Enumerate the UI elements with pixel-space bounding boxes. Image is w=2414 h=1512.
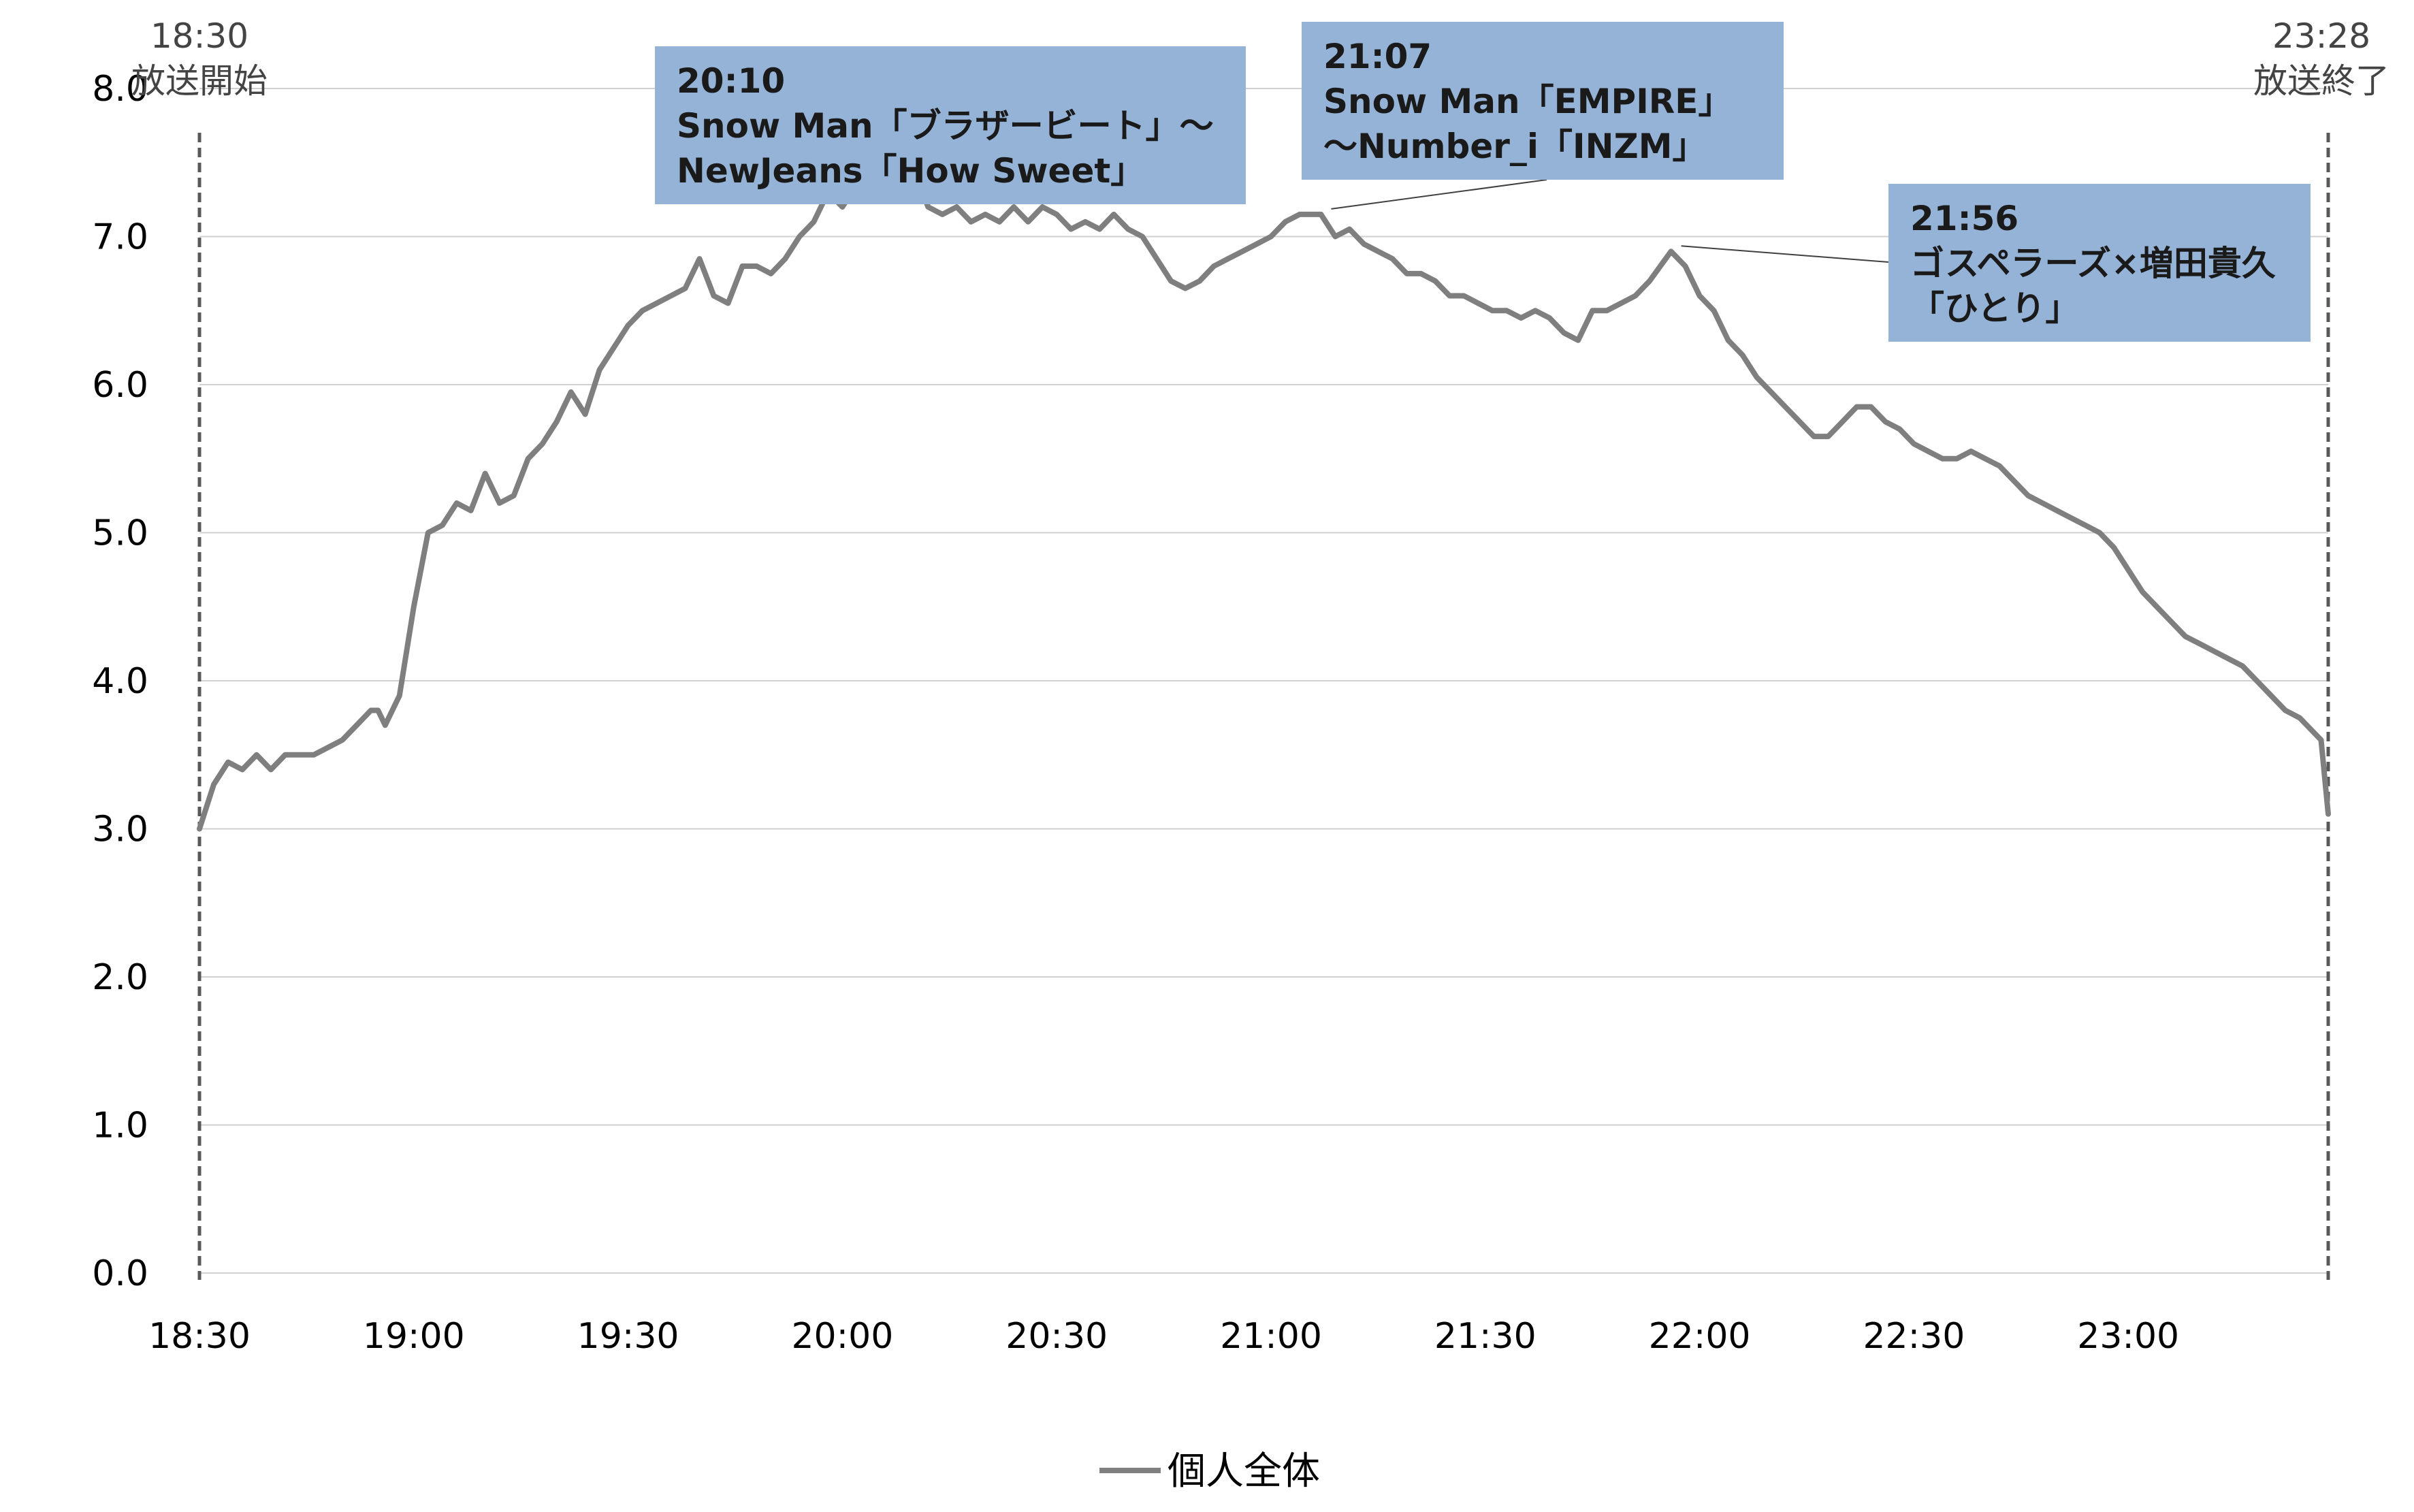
broadcast-markers: 18:30 放送開始 23:28 放送終了 [131, 16, 2389, 1280]
x-tick-label: 20:00 [791, 1316, 893, 1357]
x-tick-label: 19:30 [577, 1316, 679, 1357]
annotation-text: 20:10 [677, 61, 785, 101]
annotation-text: Snow Man「ブラザービート」～ [677, 106, 1214, 146]
y-tick-label: 7.0 [92, 217, 148, 258]
annotation-leader-line [1681, 245, 1889, 263]
annotation-text: 21:56 [1910, 199, 2018, 238]
y-tick-label: 5.0 [92, 513, 148, 554]
annotation-leader-line [1331, 179, 1547, 210]
legend-label: 個人全体 [1168, 1449, 1320, 1494]
annotation-text: 21:07 [1323, 37, 1432, 76]
x-tick-label: 22:00 [1649, 1316, 1751, 1357]
annotation-box [1302, 22, 1784, 180]
x-tick-label: 23:00 [2077, 1316, 2179, 1357]
x-tick-label: 22:30 [1863, 1316, 1965, 1357]
series-line [197, 167, 2331, 832]
y-tick-label: 0.0 [92, 1253, 148, 1294]
y-tick-label: 4.0 [92, 661, 148, 702]
x-tick-label: 19:00 [363, 1316, 465, 1357]
annotations: 20:10 Snow Man「ブラザービート」～ NewJeans「How Swee… [655, 22, 2311, 342]
y-tick-label: 1.0 [92, 1106, 148, 1146]
annotation-text: Snow Man「EMPIRE」 [1323, 82, 1732, 121]
annotation-box [1888, 184, 2311, 342]
y-tick-label: 8.0 [92, 69, 148, 110]
legend: 個人全体 [1099, 1449, 1320, 1494]
broadcast-marker-label: 18:30 [150, 16, 248, 56]
annotation-text: 「ひとり」 [1910, 289, 2080, 328]
x-tick-label: 18:30 [148, 1316, 251, 1357]
y-tick-label: 2.0 [92, 957, 148, 998]
broadcast-marker-label: 放送終了 [2253, 61, 2389, 101]
annotation-text: ゴスペラーズ×増田貴久 [1910, 244, 2276, 283]
x-tick-label: 20:30 [1005, 1316, 1108, 1357]
broadcast-marker-label: 23:28 [2272, 16, 2370, 56]
x-tick-label: 21:30 [1434, 1316, 1536, 1357]
x-axis-tick-labels: 18:30 19:00 19:30 20:00 20:30 21:00 21:30 22:00… [148, 1316, 2179, 1357]
y-tick-label: 6.0 [92, 365, 148, 406]
y-axis-tick-labels: 0.0 1.0 2.0 3.0 4.0 5.0 6.0 7.0 8.0 [92, 69, 148, 1294]
x-tick-label: 21:00 [1220, 1316, 1322, 1357]
annotation-text: ～Number_i「INZM」 [1323, 127, 1707, 166]
annotation-box [655, 46, 1246, 204]
y-tick-label: 3.0 [92, 809, 148, 850]
y-gridlines [199, 88, 2328, 1274]
broadcast-marker-label: 放送開始 [131, 61, 268, 101]
series-lines [197, 167, 2331, 832]
annotation-text: NewJeans「How Sweet」 [677, 151, 1144, 191]
